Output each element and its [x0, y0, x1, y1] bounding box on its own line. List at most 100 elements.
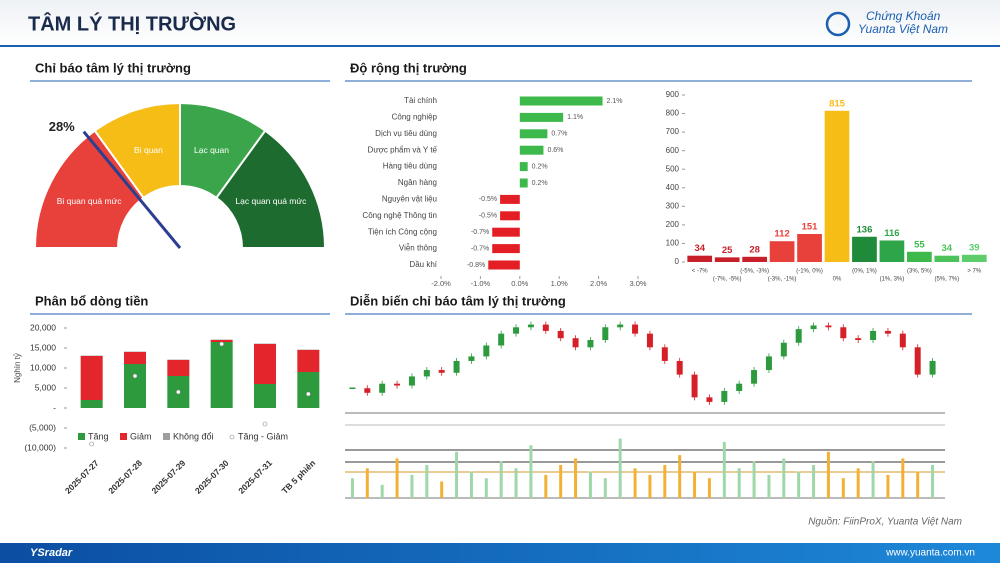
volume-bar [812, 465, 816, 498]
candle-body [736, 383, 743, 391]
volume-bar [499, 461, 503, 498]
candle-body [676, 360, 683, 375]
value-label: -0.8% [467, 262, 485, 269]
x-tick-label: -1.0% [471, 279, 491, 288]
source: Nguồn: FiinProX, Yuanta Việt Nam [808, 516, 962, 528]
candle-body [795, 329, 802, 343]
y-tick-label: 0 [675, 257, 680, 266]
candle-body [706, 397, 713, 402]
bar-segment [80, 400, 103, 408]
candle-body [572, 338, 579, 348]
value-label: 55 [914, 239, 925, 250]
volume-bar [365, 468, 369, 498]
value-label: 34 [694, 243, 705, 254]
value-label: 28 [749, 244, 760, 255]
y-tick-label: 10,000 [30, 362, 56, 372]
category-label: Dịch vụ tiêu dùng [375, 129, 437, 138]
volume-bar [469, 471, 473, 498]
candle-body [602, 327, 609, 341]
x-tick-label: (0%, 1%) [852, 269, 877, 275]
logo-icon [825, 11, 851, 37]
candle-body [557, 330, 564, 339]
volume-bar [797, 471, 801, 498]
bar-segment [167, 360, 190, 376]
volume-bar [722, 441, 726, 498]
category-label: Dược phẩm và Y tế [368, 145, 438, 154]
bar-segment [254, 384, 276, 408]
header-bg [0, 0, 1000, 46]
value-label: 0.6% [547, 147, 563, 154]
legend-swatch [120, 433, 127, 440]
candle-body [721, 390, 728, 402]
candle-body [423, 370, 430, 377]
x-tick-label: 2025-07-30 [193, 458, 231, 496]
bar-segment [297, 350, 320, 372]
bar [519, 96, 603, 106]
category-label: Dầu khí [409, 260, 437, 269]
candle-body [914, 347, 921, 375]
x-tick-label: (1%, 3%) [880, 277, 905, 283]
x-tick-label: (-5%, -3%) [740, 269, 769, 275]
bar-segment [124, 364, 146, 408]
legend-swatch [229, 434, 235, 440]
volume-bar [603, 478, 607, 498]
legend-swatch [78, 433, 85, 440]
candle-body [765, 356, 772, 371]
legend-label: Tăng [88, 431, 109, 441]
candle-body [527, 324, 534, 328]
bar [687, 255, 713, 262]
logo-text: Chứng Khoán [866, 9, 941, 23]
value-label: 0.7% [551, 131, 567, 138]
x-tick-label: TB 5 phiên [280, 458, 318, 496]
y-tick-label: 600 [666, 146, 680, 155]
volume-bar [514, 468, 518, 498]
category-label: Ngân hàng [398, 178, 437, 187]
volume-bar [916, 471, 920, 498]
bar [500, 211, 520, 221]
category-label: Nguyên vật liệu [382, 195, 437, 204]
footer-bar [0, 543, 1000, 563]
bar [519, 145, 544, 155]
candle-body [379, 383, 386, 393]
volume-bar [678, 455, 682, 498]
value-label: 112 [774, 229, 789, 240]
candle-body [780, 342, 787, 357]
x-tick-label: (-3%, -1%) [768, 277, 797, 283]
bar [742, 256, 767, 262]
value-label: 151 [802, 221, 819, 232]
candle-body [632, 324, 639, 334]
bar [500, 194, 520, 204]
legend-label: Giảm [130, 431, 152, 441]
section-title: Phân bổ dòng tiền [35, 293, 148, 308]
y-tick-label: - [53, 402, 56, 412]
bar-segment [80, 356, 103, 400]
y-tick-label: (5,000) [29, 422, 56, 432]
bar [769, 241, 795, 262]
logo-text: Yuanta Việt Nam [858, 22, 948, 36]
segment-label: Bi quan [134, 145, 163, 155]
category-label: Tiện ích Công cộng [368, 227, 437, 236]
net-marker [219, 341, 224, 347]
candle-body [661, 347, 668, 361]
y-tick-label: (10,000) [24, 442, 56, 452]
segment-label: Lạc quan quá mức [235, 196, 307, 206]
candle-body [929, 360, 936, 375]
volume-bar [752, 461, 756, 498]
bar-segment [210, 342, 233, 408]
candle-body [691, 374, 698, 398]
candle-body [825, 325, 832, 328]
bar [907, 251, 932, 262]
x-tick-label: 2.0% [590, 279, 607, 288]
volume-bar [574, 458, 578, 498]
volume-bar [901, 458, 905, 498]
candle-body [751, 370, 758, 384]
net-marker [306, 391, 311, 397]
volume-bar [871, 461, 875, 498]
x-tick-label: (-7%, -5%) [713, 277, 742, 283]
volume-bar [707, 478, 711, 498]
x-tick-label: > 7% [967, 269, 982, 275]
value-label: 0.2% [532, 180, 548, 187]
volume-bar [440, 481, 444, 498]
category-label: Hàng tiêu dùng [383, 162, 437, 171]
bar [852, 236, 877, 262]
